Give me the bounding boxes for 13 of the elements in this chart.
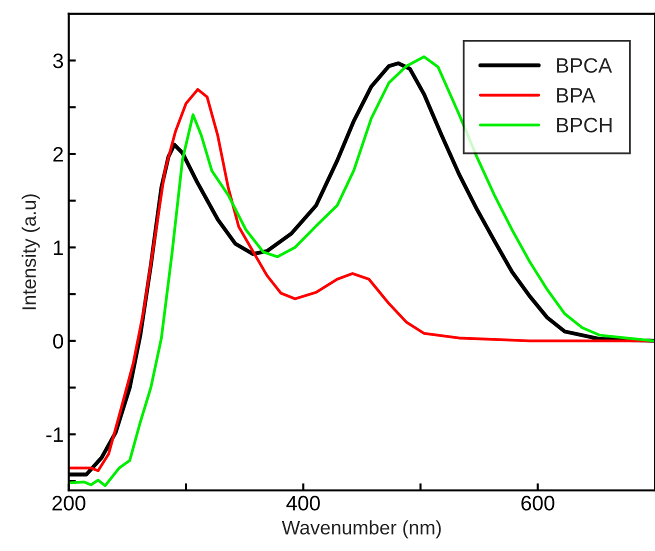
y-tick-label: 0 <box>53 334 64 349</box>
y-tick-label: 3 <box>53 54 63 68</box>
x-tick-label: 200 <box>52 496 86 511</box>
y-axis-title: Intensity (a.u) <box>22 194 40 310</box>
x-tick-label: 600 <box>521 496 554 511</box>
legend-label: BPA <box>557 88 596 102</box>
x-axis-title: Wavenumber (nm) <box>282 520 441 538</box>
legend-label: BPCH <box>557 118 612 133</box>
x-tick-label: 400 <box>286 496 320 511</box>
legend-label: BPCA <box>557 58 612 73</box>
y-tick-label: -1 <box>46 428 63 442</box>
y-tick-label: 2 <box>53 146 63 162</box>
y-tick-label: 1 <box>54 240 63 255</box>
